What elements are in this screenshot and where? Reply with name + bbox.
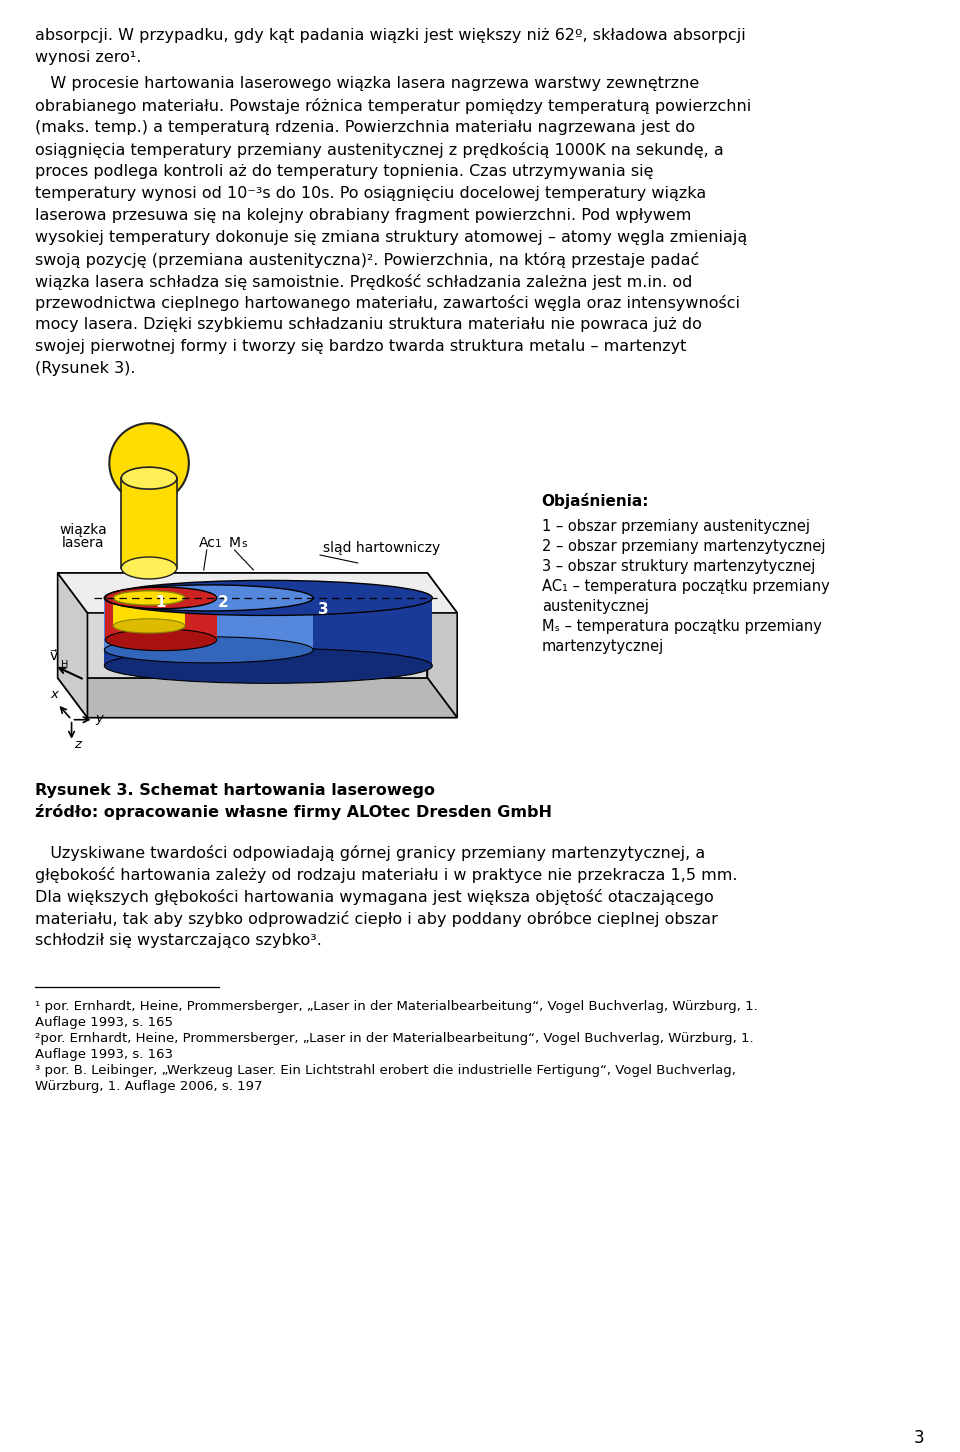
Ellipse shape <box>113 619 185 633</box>
Ellipse shape <box>105 585 313 611</box>
Text: H: H <box>60 659 68 669</box>
Text: AC₁ – temperatura początku przemiany: AC₁ – temperatura początku przemiany <box>541 579 829 594</box>
Text: 1: 1 <box>156 595 166 610</box>
Text: proces podlega kontroli aż do temperatury topnienia. Czas utrzymywania się: proces podlega kontroli aż do temperatur… <box>35 164 654 179</box>
Text: źródło: opracowanie własne firmy ALOtec Dresden GmbH: źródło: opracowanie własne firmy ALOtec … <box>35 803 552 819</box>
Text: austenitycznej: austenitycznej <box>541 598 649 614</box>
Text: sląd hartowniczy: sląd hartowniczy <box>323 542 441 555</box>
Ellipse shape <box>106 629 217 650</box>
Circle shape <box>109 423 189 502</box>
Text: M: M <box>228 536 241 550</box>
Text: y: y <box>95 711 104 725</box>
Text: Uzyskiwane twardości odpowiadają górnej granicy przemiany martenzytycznej, a: Uzyskiwane twardości odpowiadają górnej … <box>35 845 705 861</box>
Text: wysokiej temperatury dokonuje się zmiana struktury atomowej – atomy węgla zmieni: wysokiej temperatury dokonuje się zmiana… <box>35 229 747 244</box>
Polygon shape <box>58 678 457 717</box>
Text: Dla większych głębokości hartowania wymagana jest większa objętość otaczającego: Dla większych głębokości hartowania wyma… <box>35 890 713 906</box>
Text: 2: 2 <box>218 595 229 610</box>
Polygon shape <box>58 574 457 613</box>
Ellipse shape <box>113 591 185 605</box>
Text: swojej pierwotnej formy i tworzy się bardzo twarda struktura metalu – martenzyt: swojej pierwotnej formy i tworzy się bar… <box>35 340 686 354</box>
Text: x: x <box>51 688 59 701</box>
Text: Rysunek 3. Schemat hartowania laserowego: Rysunek 3. Schemat hartowania laserowego <box>35 783 435 797</box>
Text: obrabianego materiału. Powstaje różnica temperatur pomiędzy temperaturą powierzc: obrabianego materiału. Powstaje różnica … <box>35 97 751 113</box>
Text: 1 – obszar przemiany austenitycznej: 1 – obszar przemiany austenitycznej <box>541 518 809 534</box>
Text: (Rysunek 3).: (Rysunek 3). <box>35 362 135 376</box>
Text: Würzburg, 1. Auflage 2006, s. 197: Würzburg, 1. Auflage 2006, s. 197 <box>35 1080 262 1093</box>
Polygon shape <box>105 598 313 650</box>
Text: Objaśnienia:: Objaśnienia: <box>541 494 649 510</box>
Text: (maks. temp.) a temperaturą rdzenia. Powierzchnia materiału nagrzewana jest do: (maks. temp.) a temperaturą rdzenia. Pow… <box>35 119 695 135</box>
Ellipse shape <box>106 587 217 608</box>
Text: lasera: lasera <box>62 536 105 550</box>
Text: temperatury wynosi od 10⁻³s do 10s. Po osiągnięciu docelowej temperatury wiązka: temperatury wynosi od 10⁻³s do 10s. Po o… <box>35 186 706 200</box>
Text: przewodnictwa cieplnego hartowanego materiału, zawartości węgla oraz intensywnoś: przewodnictwa cieplnego hartowanego mate… <box>35 295 740 312</box>
Text: głębokość hartowania zależy od rodzaju materiału i w praktyce nie przekracza 1,5: głębokość hartowania zależy od rodzaju m… <box>35 867 737 883</box>
Text: 1: 1 <box>215 539 222 549</box>
Polygon shape <box>105 598 432 666</box>
Ellipse shape <box>121 558 177 579</box>
Polygon shape <box>121 478 177 568</box>
Text: wiązka: wiązka <box>60 523 108 537</box>
Text: s: s <box>242 539 247 549</box>
Text: 3: 3 <box>318 603 328 617</box>
Text: z: z <box>75 738 82 751</box>
Text: swoją pozycję (przemiana austenityczna)². Powierzchnia, na którą przestaje padać: swoją pozycję (przemiana austenityczna)²… <box>35 251 699 267</box>
Ellipse shape <box>105 637 313 664</box>
Text: wiązka lasera schładza się samoistnie. Prędkość schładzania zależna jest m.in. o: wiązka lasera schładza się samoistnie. P… <box>35 273 692 289</box>
Text: ²por. Ernhardt, Heine, Prommersberger, „Laser in der Materialbearbeitung“, Vogel: ²por. Ernhardt, Heine, Prommersberger, „… <box>35 1032 754 1045</box>
Text: absorpcji. W przypadku, gdy kąt padania wiązki jest większy niż 62º, składowa ab: absorpcji. W przypadku, gdy kąt padania … <box>35 28 746 44</box>
Text: ³ por. B. Leibinger, „Werkzeug Laser. Ein Lichtstrahl erobert die industrielle F: ³ por. B. Leibinger, „Werkzeug Laser. Ei… <box>35 1064 735 1077</box>
Polygon shape <box>106 598 217 640</box>
Text: W procesie hartowania laserowego wiązka lasera nagrzewa warstwy zewnętrzne: W procesie hartowania laserowego wiązka … <box>35 76 699 91</box>
Text: Ac: Ac <box>199 536 216 550</box>
Text: Auflage 1993, s. 163: Auflage 1993, s. 163 <box>35 1048 173 1061</box>
Text: 3: 3 <box>914 1429 924 1448</box>
Text: ¹ por. Ernhardt, Heine, Prommersberger, „Laser in der Materialbearbeitung“, Voge: ¹ por. Ernhardt, Heine, Prommersberger, … <box>35 1000 757 1013</box>
Text: v⃗: v⃗ <box>50 649 58 662</box>
Text: mocy lasera. Dzięki szybkiemu schładzaniu struktura materiału nie powraca już do: mocy lasera. Dzięki szybkiemu schładzani… <box>35 318 702 333</box>
Text: wynosi zero¹.: wynosi zero¹. <box>35 49 141 65</box>
Text: 3 – obszar struktury martenzytycznej: 3 – obszar struktury martenzytycznej <box>541 559 815 574</box>
Text: 2 – obszar przemiany martenzytycznej: 2 – obszar przemiany martenzytycznej <box>541 539 826 555</box>
Polygon shape <box>113 598 185 626</box>
Text: laserowa przesuwa się na kolejny obrabiany fragment powierzchni. Pod wpływem: laserowa przesuwa się na kolejny obrabia… <box>35 208 691 222</box>
Text: osiągnięcia temperatury przemiany austenitycznej z prędkością 1000K na sekundę, : osiągnięcia temperatury przemiany austen… <box>35 142 724 158</box>
Text: materiału, tak aby szybko odprowadzić ciepło i aby poddany obróbce cieplnej obsz: materiału, tak aby szybko odprowadzić ci… <box>35 912 718 928</box>
Ellipse shape <box>105 581 432 616</box>
Text: martenzytycznej: martenzytycznej <box>541 639 664 653</box>
Text: Auflage 1993, s. 165: Auflage 1993, s. 165 <box>35 1016 173 1029</box>
Polygon shape <box>58 574 87 717</box>
Text: schłodził się wystarczająco szybko³.: schłodził się wystarczająco szybko³. <box>35 934 322 948</box>
Ellipse shape <box>105 648 432 684</box>
Text: Mₛ – temperatura początku przemiany: Mₛ – temperatura początku przemiany <box>541 619 822 635</box>
Ellipse shape <box>121 468 177 489</box>
Polygon shape <box>427 574 457 717</box>
Polygon shape <box>58 574 427 678</box>
